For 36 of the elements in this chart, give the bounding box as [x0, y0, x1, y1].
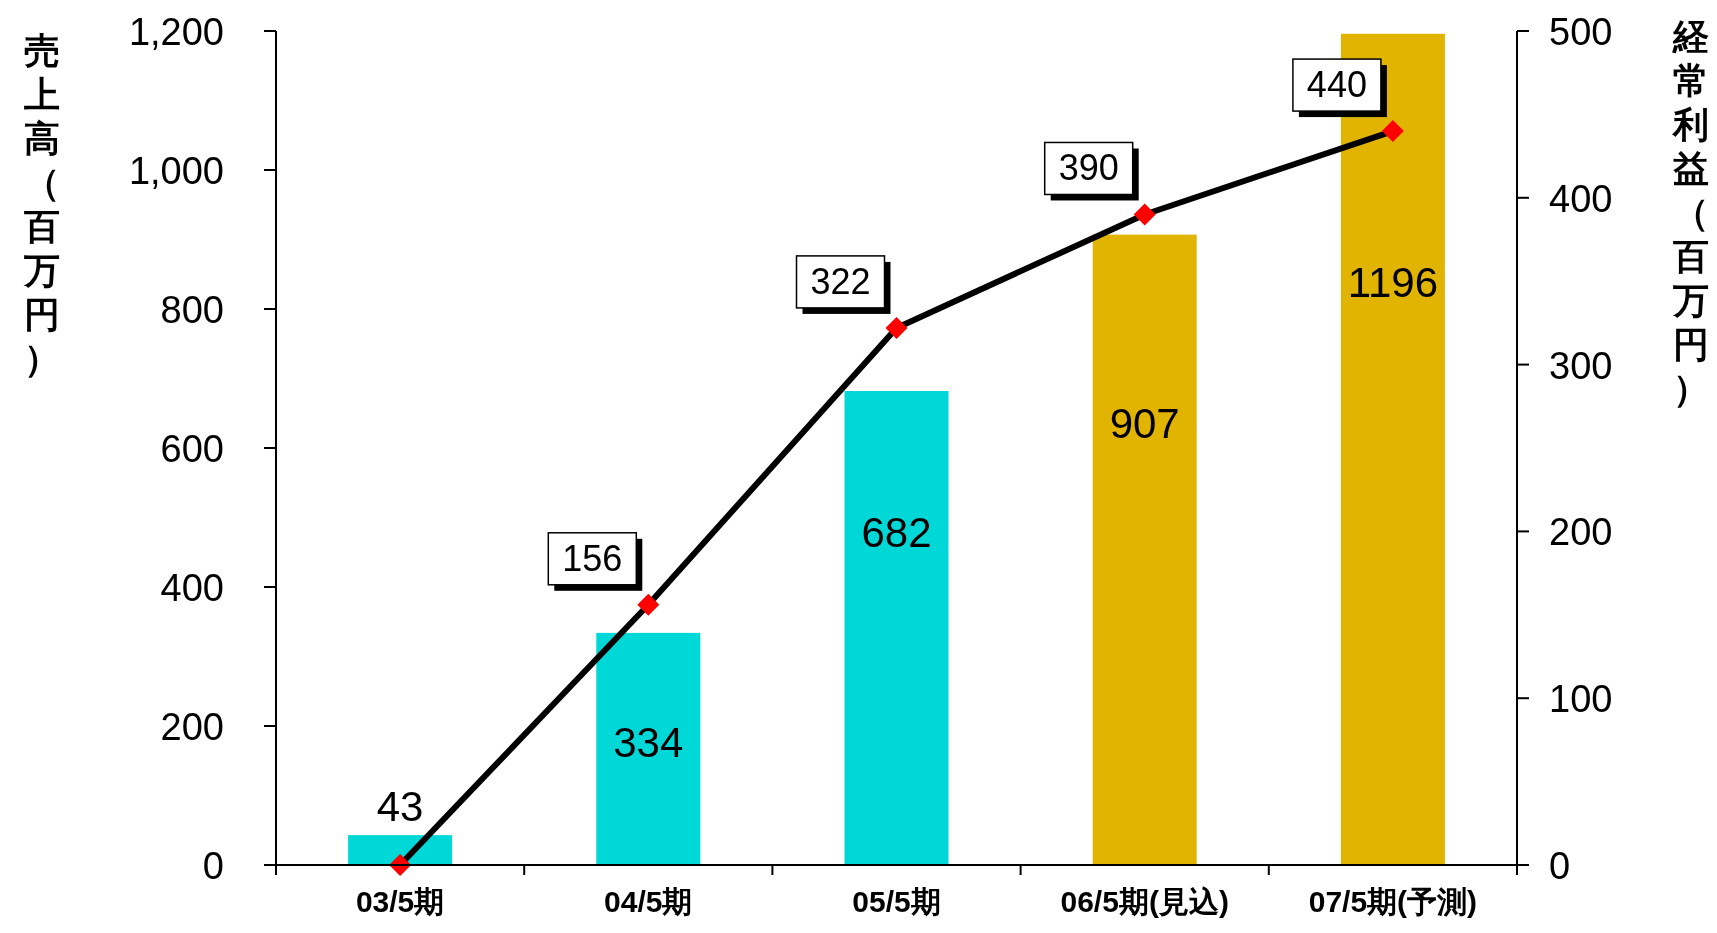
- bar: [596, 632, 701, 865]
- data-label: 390: [1058, 147, 1119, 189]
- data-label: 322: [810, 260, 871, 302]
- x-tick-label: 05/5期: [852, 885, 941, 918]
- data-label: 156: [562, 537, 623, 579]
- text: 経常利益（百万円）: [1673, 16, 1709, 409]
- point: [1381, 120, 1404, 143]
- x-tick-label: 04/5期: [604, 885, 693, 918]
- y2-tick-label: 100: [1549, 678, 1613, 721]
- data-label: 334: [613, 718, 684, 766]
- y-tick-label: 1,000: [128, 150, 224, 192]
- bar: [844, 391, 949, 865]
- data-label: 43: [376, 783, 424, 831]
- data-label: 440: [1306, 64, 1367, 106]
- y2-tick-label: 0: [1549, 845, 1571, 887]
- y-tick-label: 200: [160, 706, 224, 748]
- y-tick-label: 600: [160, 428, 224, 470]
- data-label: 1196: [1347, 259, 1439, 307]
- x-tick-label: 07/5期(予測): [1308, 885, 1478, 918]
- x-tick-label: 03/5期: [355, 885, 445, 918]
- y-tick-label: 800: [160, 289, 224, 331]
- point: [1133, 203, 1156, 226]
- y-axis-title: 売上高（百万円）: [23, 30, 60, 379]
- data-label: 682: [861, 509, 932, 557]
- y-tick-label: 400: [160, 567, 224, 609]
- y2-tick-label: 500: [1549, 11, 1613, 53]
- y2-tick-label: 300: [1549, 344, 1613, 387]
- y-tick-label: 1,200: [128, 11, 224, 53]
- point: [885, 316, 908, 339]
- y2-tick-label: 200: [1549, 511, 1613, 554]
- point: [637, 593, 660, 616]
- y-tick-label: 0: [202, 845, 224, 887]
- data-label: 907: [1109, 399, 1180, 447]
- bar: [1092, 234, 1197, 865]
- x-tick-label: 06/5期(見込): [1060, 885, 1229, 918]
- y2-tick-label: 400: [1549, 177, 1613, 220]
